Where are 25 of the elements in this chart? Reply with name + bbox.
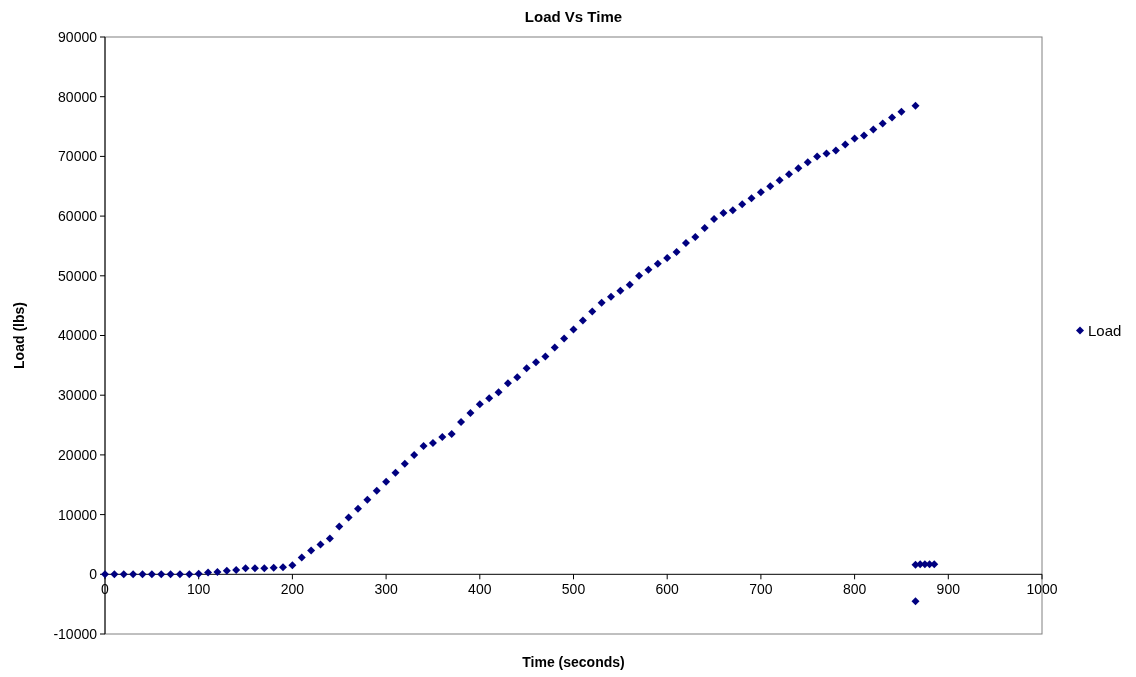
legend-label: Load: [1088, 321, 1122, 339]
y-tick-label: 30000: [58, 387, 98, 404]
x-tick-label: 100: [187, 581, 211, 598]
y-tick-label: 90000: [58, 28, 98, 45]
x-tick-label: 800: [842, 581, 867, 598]
y-tick-label: 80000: [58, 88, 98, 105]
y-tick-label: 50000: [58, 267, 98, 284]
x-tick-label: 200: [280, 581, 305, 598]
y-tick-label: 60000: [58, 208, 98, 224]
x-tick-label: 300: [374, 581, 398, 598]
y-tick-label: 20000: [58, 446, 98, 463]
chart-title: Load Vs Time: [524, 8, 623, 25]
y-tick-label: 10000: [58, 506, 98, 523]
y-tick-label: -10000: [53, 625, 98, 642]
x-axis-title: Time (seconds): [522, 654, 625, 670]
x-tick-label: 700: [749, 581, 773, 598]
y-tick-label: 0: [89, 566, 98, 583]
y-tick-label: 40000: [58, 327, 98, 344]
x-tick-label: 400: [468, 581, 492, 598]
x-tick-label: 900: [936, 581, 961, 598]
y-axis-title: Load (lbs): [11, 302, 27, 369]
x-tick-label: 500: [561, 581, 586, 598]
x-tick-label: 600: [655, 581, 680, 598]
y-tick-label: 70000: [58, 148, 98, 165]
x-tick-label: 1000: [1026, 581, 1058, 598]
